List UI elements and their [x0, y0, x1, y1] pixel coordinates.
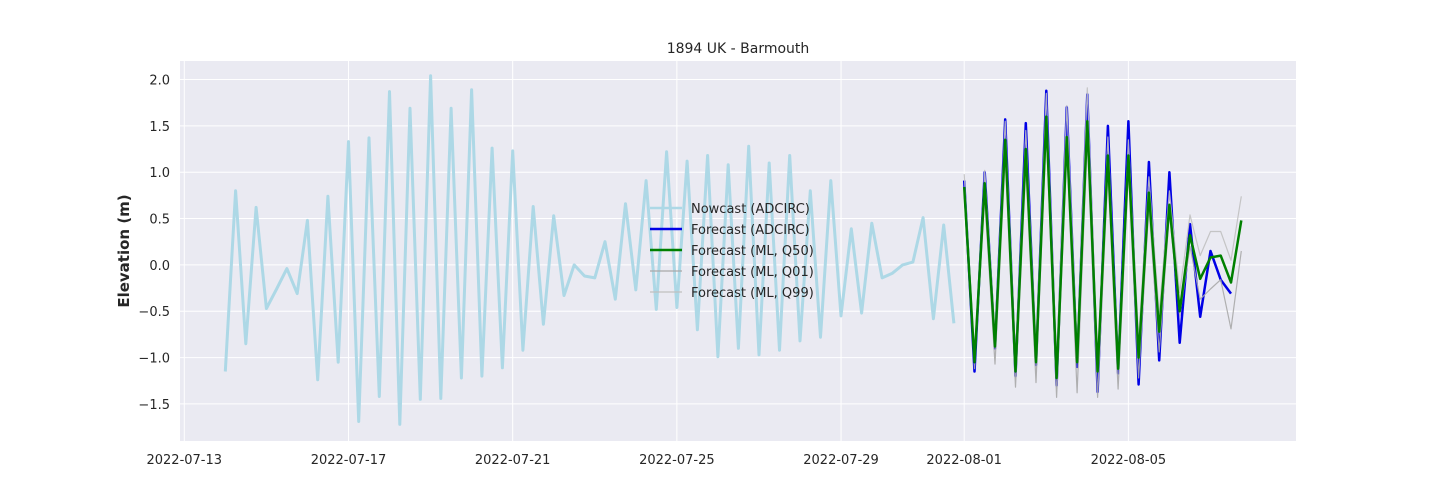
x-tick-label: 2022-07-25	[639, 453, 715, 468]
y-tick-label: −1.0	[138, 352, 170, 367]
x-axis: 2022-07-13 2022-07-17 2022-07-21 2022-07-25…	[146, 453, 1166, 468]
legend: Nowcast (ADCIRC) Forecast (ADCIRC) Forecas…	[650, 202, 814, 301]
x-tick-label: 2022-07-17	[311, 453, 387, 468]
y-tick-label: 0.5	[149, 213, 170, 228]
y-axis: 2.0 1.5 1.0 0.5 0.0 −0.5 −1.0 −1.5	[138, 74, 170, 413]
y-tick-label: 1.5	[149, 120, 170, 135]
legend-label: Forecast (ML, Q99)	[691, 286, 814, 301]
x-tick-label: 2022-07-29	[803, 453, 879, 468]
x-tick-label: 2022-08-01	[926, 453, 1002, 468]
grid	[180, 61, 1296, 441]
x-tick-label: 2022-08-05	[1091, 453, 1167, 468]
series-line-1	[223, 74, 956, 426]
x-tick-label: 2022-07-21	[475, 453, 551, 468]
legend-label: Forecast (ML, Q01)	[691, 265, 814, 280]
y-tick-label: −0.5	[138, 305, 170, 320]
legend-label: Forecast (ADCIRC)	[691, 223, 810, 238]
series-line-3	[962, 115, 1243, 380]
y-tick-label: 1.0	[149, 166, 170, 181]
y-axis-label: Elevation (m)	[115, 194, 133, 307]
chart-title: 1894 UK - Barmouth	[667, 41, 810, 57]
y-tick-label: 0.0	[149, 259, 170, 274]
y-tick-label: 2.0	[149, 74, 170, 89]
y-tick-label: −1.5	[138, 398, 170, 413]
series-lines	[223, 74, 1243, 426]
legend-label: Forecast (ML, Q50)	[691, 244, 814, 259]
legend-label: Nowcast (ADCIRC)	[691, 202, 810, 217]
x-tick-label: 2022-07-13	[146, 453, 222, 468]
